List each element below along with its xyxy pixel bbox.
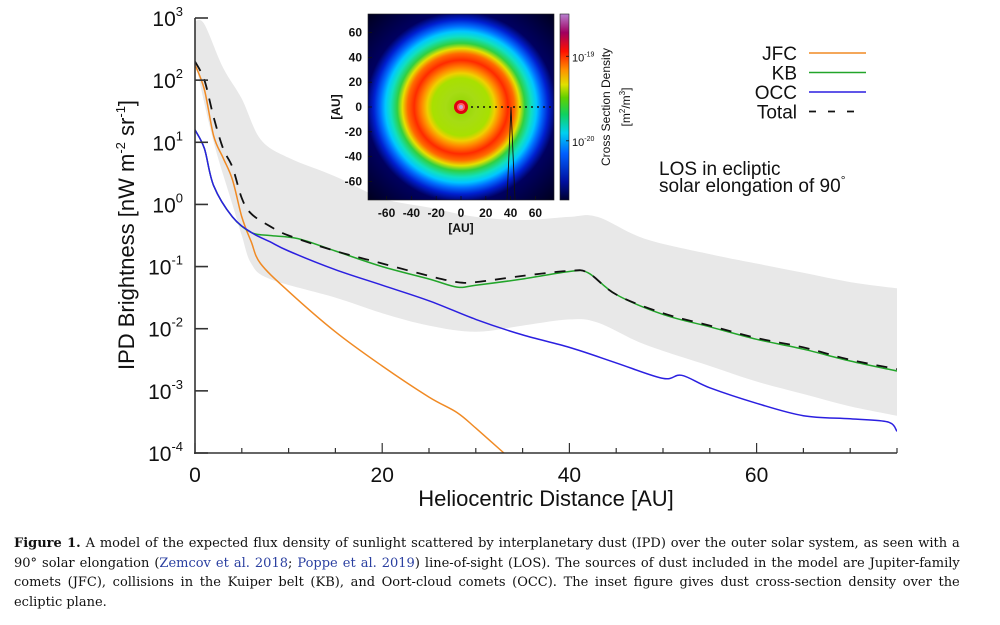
legend-item-kb: KB: [772, 64, 866, 85]
inset-x-tick-label: 40: [504, 206, 518, 220]
y-axis-label: IPD Brightness [nW m-2 sr-1]: [113, 100, 139, 370]
series-line-total: [195, 61, 897, 370]
legend-label: JFC: [762, 44, 797, 65]
caption-text-1: A model of the expected flux density of …: [14, 536, 960, 571]
inset-x-tick-label: 20: [479, 206, 493, 220]
inset-y-tick-label: -60: [345, 174, 363, 188]
legend-item-total: Total: [757, 103, 866, 124]
inset-y-tick-label: 60: [349, 26, 363, 40]
y-axis: 103 102 101 100 10-1 10-2 10-3 10-4: [148, 4, 208, 466]
legend-label: Total: [757, 103, 797, 124]
uncertainty-band: [195, 19, 897, 416]
legend-item-occ: OCC: [755, 83, 866, 104]
legend-label: OCC: [755, 83, 797, 104]
inset-y-tick-label: 40: [349, 50, 363, 64]
inset-x-tick-label: -40: [403, 206, 421, 220]
y-tick-label: 100: [152, 190, 183, 217]
inset-heatmap: -60 -40 -20 0 20 40 60 60 40 20 0 -20 -40 -60 [AU] [A…: [329, 13, 633, 235]
inset-y-tick-label: -40: [345, 150, 363, 164]
x-axis-label: Heliocentric Distance [AU]: [418, 486, 674, 511]
legend-item-jfc: JFC: [762, 44, 866, 65]
x-tick-label: 60: [745, 464, 768, 487]
series-line-jfc: [195, 64, 505, 454]
y-tick-label: 10-4: [148, 439, 183, 466]
caption-separator: ;: [287, 555, 298, 571]
caption-text-2: ) line-of-sight (LOS). The sources of du…: [14, 555, 960, 610]
figure-chart: 103 102 101 100 10-1 10-2 10-3 10-4 0 20 40 60 Hel…: [113, 4, 898, 511]
inset-x-tick-label: -60: [378, 206, 396, 220]
x-tick-label: 0: [189, 464, 201, 487]
y-tick-label: 101: [152, 128, 183, 155]
citation-zemcov-2018[interactable]: Zemcov et al. 2018: [159, 555, 288, 571]
figure-caption: Figure 1. A model of the expected flux d…: [14, 534, 960, 612]
y-tick-label: 10-2: [148, 315, 183, 342]
x-tick-label: 20: [371, 464, 394, 487]
y-tick-label: 103: [152, 4, 183, 31]
x-axis: 0 20 40 60: [189, 443, 898, 487]
inset-x-tick-label: 0: [458, 206, 465, 220]
colorbar: [559, 13, 570, 201]
inset-x-tick-label: -20: [428, 206, 446, 220]
colorbar-units: [m2/m3]: [618, 88, 633, 127]
legend-label: KB: [772, 64, 797, 85]
inset-y-tick-label: 0: [355, 100, 362, 114]
series-line-occ: [195, 129, 897, 432]
colorbar-label: Cross Section Density: [599, 48, 613, 166]
caption-label: Figure 1.: [14, 535, 81, 551]
y-tick-label: 10-3: [148, 377, 183, 404]
citation-poppe-2019[interactable]: Poppe et al. 2019: [297, 555, 415, 571]
inset-y-tick-label: 20: [349, 75, 363, 89]
x-tick-label: 40: [558, 464, 581, 487]
los-annotation-line1: LOS in ecliptic: [659, 159, 780, 180]
colorbar-tick-label: 10-20: [572, 136, 594, 149]
y-tick-label: 102: [152, 66, 183, 93]
los-wedge: [506, 106, 516, 201]
inset-y-tick-label: -20: [345, 125, 363, 139]
inset-x-tick-label: 60: [529, 206, 543, 220]
inset-y-label: [AU]: [329, 94, 343, 119]
colorbar-tick-label: 10-19: [572, 51, 594, 64]
inset-x-label: [AU]: [448, 221, 473, 235]
y-tick-label: 10-1: [148, 253, 183, 280]
los-annotation-line2: solar elongation of 90°: [659, 173, 846, 197]
